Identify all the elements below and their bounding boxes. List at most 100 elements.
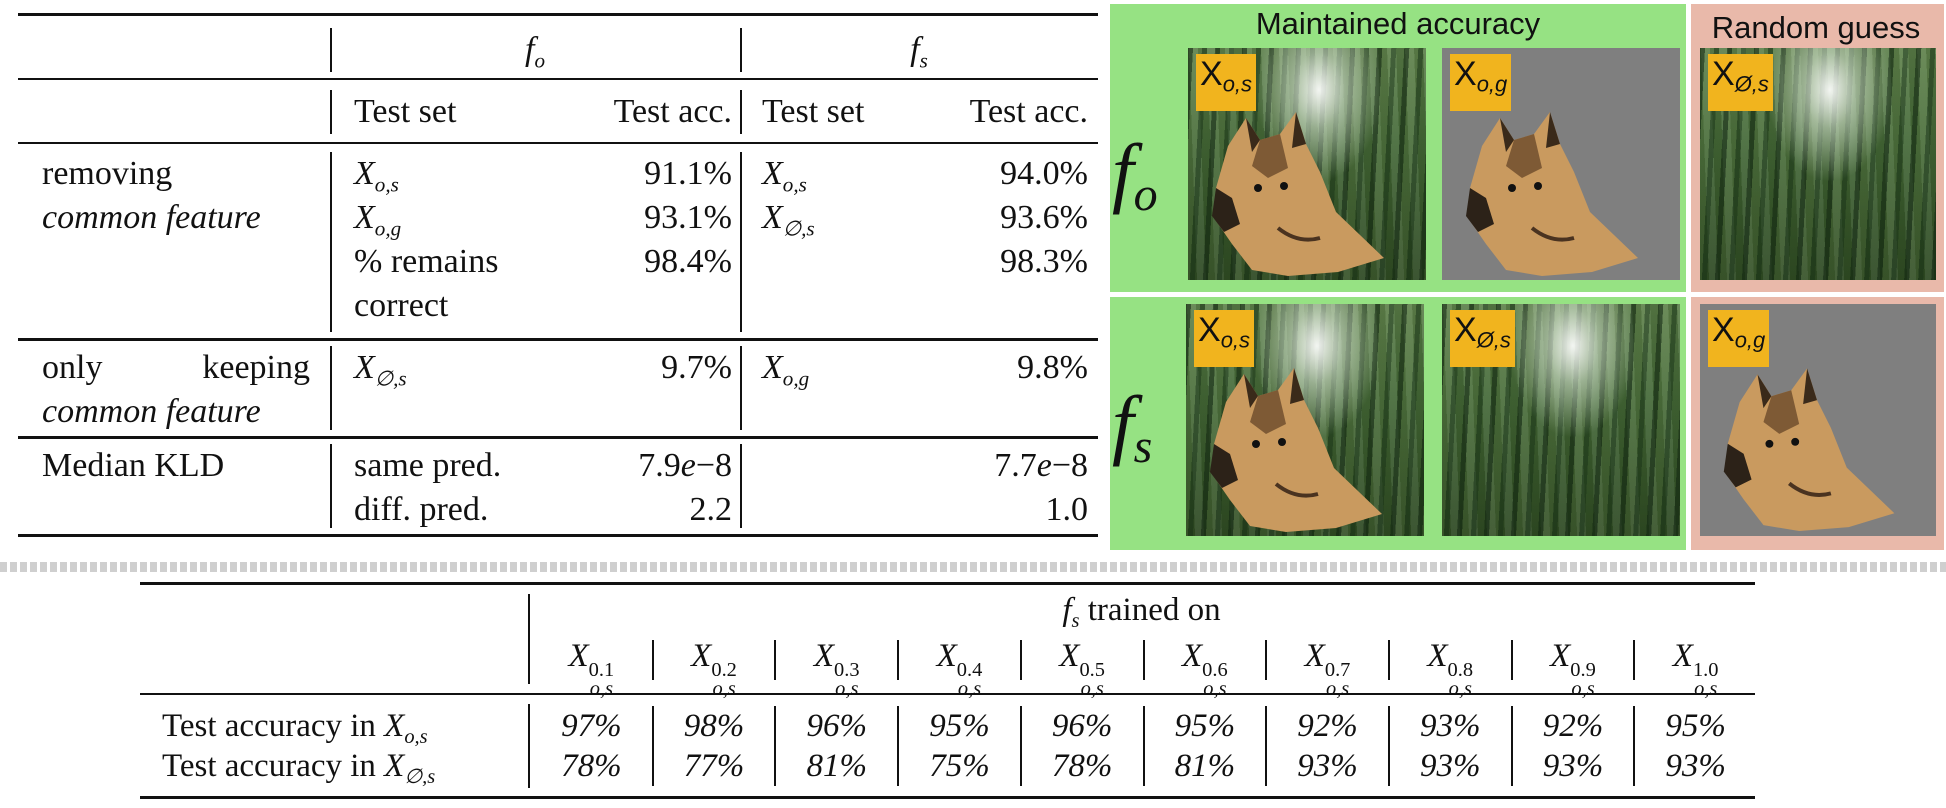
tag-fo-maint-2: Xo,g — [1450, 54, 1512, 111]
thumb-fs-original: Xo,s — [1186, 304, 1424, 536]
col-sub: o,s — [835, 677, 859, 700]
kld-exponent: −8 — [695, 447, 732, 484]
table-cell: 95% — [929, 708, 990, 744]
col-sup: 0.4 — [956, 659, 983, 682]
col-base: X — [691, 638, 712, 674]
table-cell: 93% — [1665, 748, 1726, 784]
thumb-fo-original: Xo,s — [1188, 48, 1426, 280]
dashed-separator — [0, 562, 1946, 572]
col-sup: 0.2 — [711, 659, 737, 682]
col-sub: o,s — [957, 677, 982, 700]
tag-base: X — [1200, 55, 1223, 93]
header-model-fs: fs — [740, 28, 1098, 82]
group3-row2-fo: 2.2 — [689, 491, 733, 528]
col-sup: 1.0 — [1692, 659, 1719, 682]
group1-fs-set-1: Xo,s — [762, 152, 807, 206]
row-label-base: f — [1112, 128, 1134, 215]
group3-row1-fs: 7.7e−8 — [898, 444, 1088, 488]
table-cell: 93% — [1297, 748, 1358, 784]
table-cell: 95% — [1665, 708, 1726, 744]
kld-e: e — [1036, 447, 1052, 484]
tag-fs-maint-2: XØ,s — [1450, 310, 1515, 367]
column-divider — [774, 706, 777, 786]
col-base: X — [1304, 638, 1325, 674]
col-sup: 0.1 — [588, 659, 615, 682]
col-sup: 0.5 — [1079, 659, 1105, 682]
col-sub: o,s — [1448, 677, 1472, 700]
column-divider — [1633, 706, 1636, 786]
set-sub: o,g — [374, 216, 402, 241]
group3-row2-fs: 1.0 — [1045, 491, 1089, 528]
col-base: X — [813, 638, 835, 674]
group3-label: Median KLD — [42, 447, 225, 484]
group1-fs-acc-1: 94.0% — [1000, 155, 1088, 192]
column-header: X 0.9 o,s — [1512, 636, 1635, 699]
kld-mantissa: 7.9 — [638, 447, 681, 484]
label-col-divider — [528, 704, 530, 788]
table-cell: 78% — [561, 748, 622, 784]
col-divider-1 — [330, 346, 332, 430]
column-divider — [1019, 706, 1022, 786]
header-model-fo-sub: o — [534, 48, 545, 73]
row-label-sub: s — [1133, 420, 1153, 473]
col-base: X — [1427, 638, 1448, 674]
col-base: X — [936, 638, 957, 674]
col-base: X — [1181, 638, 1203, 674]
header-base: f — [1062, 592, 1072, 628]
column-divider — [1265, 706, 1268, 786]
maintained-accuracy-title: Maintained accuracy — [1255, 6, 1541, 41]
group2-bottom-rule — [18, 436, 1098, 439]
set-base: X — [762, 349, 783, 386]
table-cell: 81% — [1174, 748, 1236, 784]
set-base: X — [354, 155, 375, 192]
column-header: X 0.2 o,s — [653, 636, 776, 700]
kld-exponent: −8 — [1051, 447, 1088, 484]
set-sub: o,s — [374, 172, 399, 197]
column-divider — [897, 640, 900, 680]
fraction-results-table: fs trained on X 0.1 o,s X 0.2 o,s X 0.3 o,s X 0.4 o… — [140, 582, 1755, 804]
group2-fs-set: Xo,g — [762, 346, 809, 400]
col-base: X — [1672, 638, 1693, 674]
thumb-fs-background-only: XØ,s — [1442, 304, 1680, 536]
thumb-fo-background-only: XØ,s — [1700, 48, 1936, 280]
table-bottom-rule — [140, 796, 1755, 799]
column-divider — [1387, 640, 1390, 680]
group2-label-word1: only — [42, 349, 103, 386]
tag-base: X — [1712, 55, 1735, 93]
row-label-base: f — [1112, 380, 1134, 467]
column-divider — [651, 640, 654, 680]
set-base: X — [762, 199, 783, 236]
group2-fo-acc: 9.7% — [661, 349, 732, 386]
header-model-fo-base: f — [525, 31, 535, 68]
table-cell: 97% — [561, 708, 622, 744]
row-label-sub: o,s — [404, 726, 428, 749]
col-sub: o,s — [1694, 677, 1718, 700]
header-model-fo: fo — [330, 28, 740, 82]
kld-e: e — [680, 447, 696, 484]
col-divider-1 — [330, 152, 332, 332]
panel-row-divider — [1110, 292, 1686, 297]
col-divider-2 — [740, 346, 742, 430]
group2-fo-set: X∅,s — [354, 346, 407, 400]
column-divider — [1142, 706, 1145, 786]
results-table: fo fs Test set Test acc. Test set Test a… — [18, 12, 1098, 540]
group1-fo-remains-acc: 98.4% — [644, 243, 732, 280]
header-model-fs-sub: s — [919, 48, 928, 73]
table-cell: 93% — [1419, 708, 1481, 744]
tag-sub: Ø,s — [1734, 71, 1769, 97]
col-sub: o,s — [712, 677, 736, 700]
header-model-fs-base: f — [910, 31, 920, 68]
col-sup: 0.9 — [1570, 659, 1596, 682]
group1-fo-remains-line2: correct — [354, 287, 449, 324]
group3-row1-label: same pred. — [354, 447, 502, 484]
col-sub: o,s — [589, 677, 614, 700]
group1-label-line1: removing — [42, 155, 173, 192]
column-header: X 0.5 o,s — [1021, 636, 1144, 699]
group2-fs-acc: 9.8% — [1017, 349, 1088, 386]
tag-base: X — [1712, 311, 1735, 349]
group1-fo-set-2: Xo,g — [354, 196, 401, 250]
col-sup: 0.6 — [1202, 659, 1228, 682]
group1-bottom-rule — [18, 338, 1098, 341]
header-test-acc-fo: Test acc. — [613, 93, 732, 130]
table-cell: 92% — [1297, 708, 1358, 744]
